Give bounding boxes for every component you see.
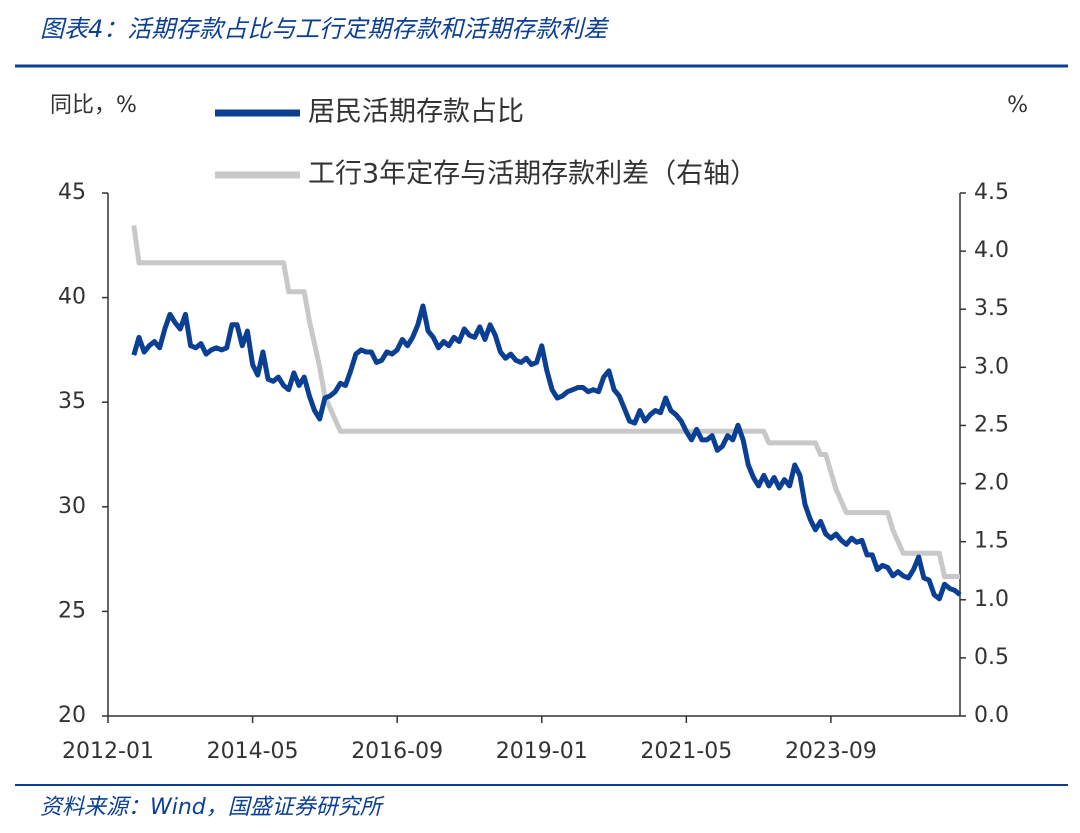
x-tick-label: 2016-09: [351, 739, 443, 764]
series-line: [131, 225, 960, 580]
y2-tick-label: 2.5: [974, 412, 1009, 437]
y-tick-label: 40: [58, 285, 86, 310]
y2-tick-label: 3.5: [974, 296, 1009, 321]
x-tick-label: 2019-01: [496, 739, 588, 764]
y2-tick-label: 3.0: [974, 354, 1009, 379]
y2-tick-label: 2.0: [974, 471, 1009, 496]
x-tick-label: 2012-01: [62, 739, 154, 764]
y-tick-label: 25: [58, 598, 86, 623]
y-tick-label: 35: [58, 389, 86, 414]
y2-axis-label: %: [1007, 93, 1028, 118]
y2-tick-label: 4.5: [974, 180, 1009, 205]
x-tick-label: 2021-05: [640, 739, 732, 764]
x-tick-label: 2014-05: [207, 739, 299, 764]
y2-tick-label: 1.0: [974, 587, 1009, 612]
y-tick-label: 30: [58, 494, 86, 519]
y2-tick-label: 0.0: [974, 703, 1009, 728]
y-tick-label: 45: [58, 180, 86, 205]
y2-tick-label: 4.0: [974, 238, 1009, 263]
legend-label: 工行3年定存与活期存款利差（右轴）: [308, 159, 757, 190]
source: 资料来源：Wind，国盛证券研究所: [40, 795, 385, 820]
y2-tick-label: 1.5: [974, 529, 1009, 554]
y2-tick-label: 0.5: [974, 645, 1009, 670]
series-line: [131, 303, 962, 602]
chart-title: 图表4：活期存款占比与工行定期存款和活期存款利差: [40, 15, 609, 43]
legend-label: 居民活期存款占比: [308, 97, 524, 128]
y-tick-label: 20: [58, 703, 86, 728]
y-axis-label: 同比，%: [50, 93, 137, 118]
x-tick-label: 2023-09: [785, 739, 877, 764]
